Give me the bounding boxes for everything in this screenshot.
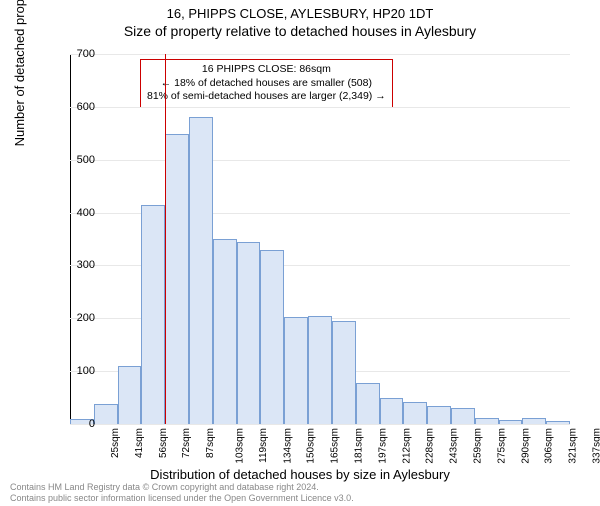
histogram-bar	[189, 117, 213, 424]
x-tick-label: 41sqm	[134, 428, 145, 458]
y-tick-label: 400	[65, 207, 95, 219]
gridline	[70, 424, 570, 425]
histogram-bar	[332, 321, 356, 424]
y-tick-label: 300	[65, 259, 95, 271]
x-tick-label: 150sqm	[306, 428, 317, 464]
x-tick-label: 290sqm	[520, 428, 531, 464]
y-tick-label: 700	[65, 48, 95, 60]
gridline	[70, 160, 570, 161]
x-tick-label: 275sqm	[496, 428, 507, 464]
histogram-bar	[522, 418, 546, 424]
x-tick-label: 181sqm	[354, 428, 365, 464]
histogram-bar	[356, 383, 380, 424]
histogram-bar	[380, 398, 404, 424]
histogram-bar	[260, 250, 284, 424]
x-tick-label: 56sqm	[158, 428, 169, 458]
footer-line1: Contains HM Land Registry data © Crown c…	[10, 482, 354, 493]
y-tick-label: 500	[65, 154, 95, 166]
annotation-line3: 81% of semi-detached houses are larger (…	[147, 90, 386, 104]
annotation-box: 16 PHIPPS CLOSE: 86sqm ← 18% of detached…	[140, 59, 393, 108]
x-tick-label: 119sqm	[258, 428, 269, 463]
gridline	[70, 54, 570, 55]
histogram-bar	[237, 242, 261, 424]
histogram-bar	[94, 404, 118, 424]
histogram-plot: 16 PHIPPS CLOSE: 86sqm ← 18% of detached…	[70, 54, 570, 424]
y-tick-label: 100	[65, 365, 95, 377]
x-tick-label: 228sqm	[425, 428, 436, 464]
histogram-bar	[165, 134, 189, 424]
y-tick-label: 200	[65, 312, 95, 324]
x-tick-label: 103sqm	[235, 428, 246, 464]
histogram-bar	[546, 421, 570, 424]
x-tick-label: 72sqm	[181, 428, 192, 458]
footer-line2: Contains public sector information licen…	[10, 493, 354, 504]
y-tick-label: 0	[65, 418, 95, 430]
x-tick-label: 165sqm	[330, 428, 341, 464]
x-tick-label: 337sqm	[592, 428, 600, 464]
annotation-line1: 16 PHIPPS CLOSE: 86sqm	[147, 63, 386, 77]
histogram-bar	[213, 239, 237, 424]
page-address-title: 16, PHIPPS CLOSE, AYLESBURY, HP20 1DT	[0, 6, 600, 21]
histogram-bar	[427, 406, 451, 425]
chart-title: Size of property relative to detached ho…	[0, 23, 600, 39]
y-tick-label: 600	[65, 101, 95, 113]
x-tick-label: 212sqm	[401, 428, 412, 464]
x-tick-label: 259sqm	[473, 428, 484, 464]
x-tick-label: 25sqm	[110, 428, 121, 458]
histogram-bar	[284, 317, 308, 424]
x-tick-label: 243sqm	[449, 428, 460, 464]
x-tick-label: 306sqm	[544, 428, 555, 464]
gridline	[70, 107, 570, 108]
annotation-line2: ← 18% of detached houses are smaller (50…	[147, 77, 386, 91]
x-tick-label: 321sqm	[568, 428, 579, 464]
y-axis-title: Number of detached properties	[12, 0, 27, 146]
x-axis-title: Distribution of detached houses by size …	[0, 467, 600, 482]
histogram-bar	[499, 420, 523, 424]
histogram-bar	[403, 402, 427, 424]
x-tick-label: 87sqm	[205, 428, 216, 458]
histogram-bar	[118, 366, 142, 424]
x-tick-label: 134sqm	[282, 428, 293, 464]
histogram-bar	[308, 316, 332, 424]
histogram-bar	[475, 418, 499, 424]
histogram-bar	[141, 205, 165, 424]
histogram-bar	[451, 408, 475, 424]
attribution-footer: Contains HM Land Registry data © Crown c…	[10, 482, 354, 504]
reference-line	[165, 54, 166, 424]
x-tick-label: 197sqm	[377, 428, 388, 464]
